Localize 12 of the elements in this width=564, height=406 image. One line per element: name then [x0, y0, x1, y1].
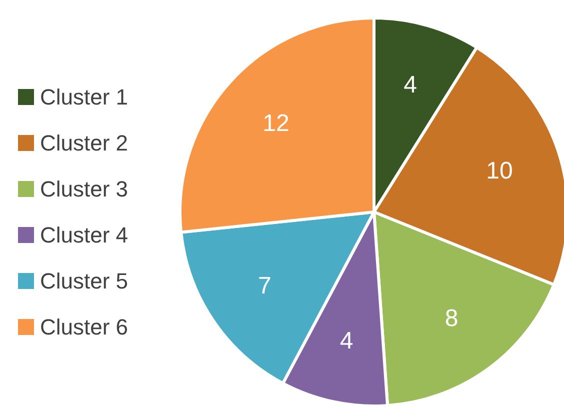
legend-label: Cluster 1 — [40, 84, 128, 110]
data-label: 4 — [340, 328, 354, 355]
legend-label: Cluster 5 — [40, 268, 128, 294]
data-label: 10 — [486, 158, 513, 185]
legend-label: Cluster 6 — [40, 314, 128, 340]
data-label: 7 — [258, 272, 272, 300]
data-label: 4 — [404, 72, 418, 99]
data-label: 8 — [444, 305, 458, 332]
legend-label: Cluster 2 — [40, 130, 128, 156]
legend-label: Cluster 4 — [40, 222, 128, 248]
legend-label: Cluster 3 — [40, 176, 128, 202]
data-label: 12 — [262, 110, 290, 138]
